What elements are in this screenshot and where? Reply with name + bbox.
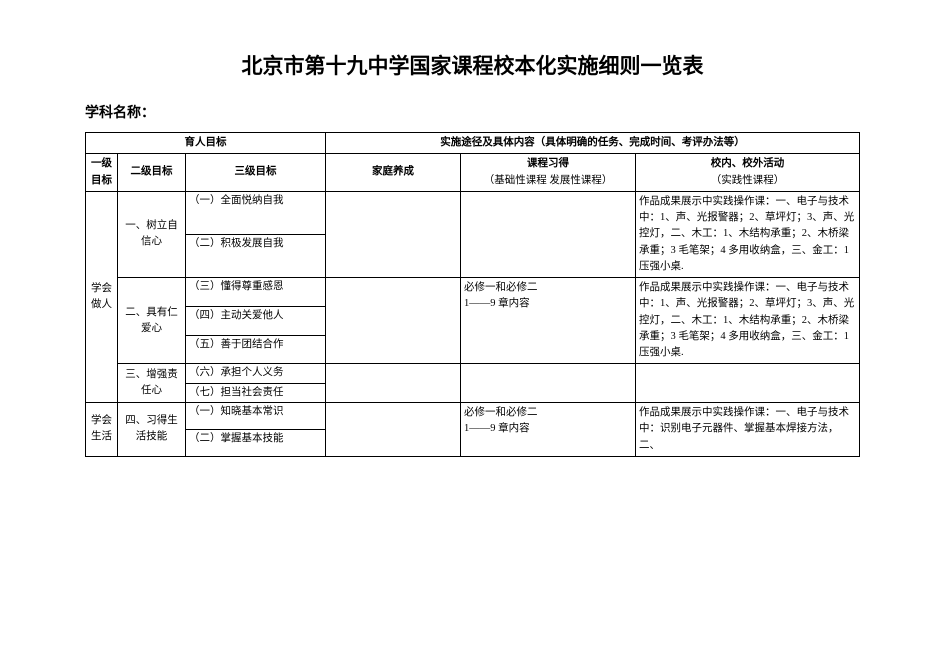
- header-family: 家庭养成: [326, 154, 461, 192]
- level3-cell: （二）掌握基本技能: [186, 429, 326, 456]
- activity-cell: 作品成果展示中实践操作课：一、电子与技术中：1、声、光报警器；2、草坪灯；3、声…: [636, 191, 860, 277]
- header-activity-sub: （实践性课程）: [711, 175, 785, 186]
- level2-cell-3: 三、增强责任心: [118, 364, 186, 403]
- course-cell: [461, 191, 636, 277]
- table-row: 二、具有仁爱心 （三）懂得尊重感恩 必修一和必修二 1——9 章内容 作品成果展…: [86, 278, 860, 307]
- document-page: 北京市第十九中学国家课程校本化实施细则一览表 学科名称： 育人目标 实施途径及具…: [0, 0, 945, 457]
- course-cell: 必修一和必修二 1——9 章内容: [461, 402, 636, 456]
- rules-table: 育人目标 实施途径及具体内容（具体明确的任务、完成时间、考评办法等） 一级目标 …: [85, 132, 860, 457]
- level3-cell: （一）知晓基本常识: [186, 402, 326, 429]
- header-level2: 二级目标: [118, 154, 186, 192]
- table-row: 学会做人 一、树立自信心 （一）全面悦纳自我 作品成果展示中实践操作课：一、电子…: [86, 191, 860, 234]
- subject-label: 学科名称：: [85, 102, 860, 122]
- level3-cell: （六）承担个人义务: [186, 364, 326, 383]
- family-cell: [326, 402, 461, 456]
- level3-cell: （五）善于团结合作: [186, 335, 326, 364]
- activity-cell: 作品成果展示中实践操作课：一、电子与技术中：识别电子元器件、掌握基本焊接方法，二…: [636, 402, 860, 456]
- header-row-2: 一级目标 二级目标 三级目标 家庭养成 课程习得 （基础性课程 发展性课程） 校…: [86, 154, 860, 192]
- level3-cell: （三）懂得尊重感恩: [186, 278, 326, 307]
- level3-cell: （四）主动关爱他人: [186, 306, 326, 335]
- header-course-sub: （基础性课程 发展性课程）: [484, 175, 613, 186]
- table-row: 三、增强责任心 （六）承担个人义务: [86, 364, 860, 383]
- header-level3: 三级目标: [186, 154, 326, 192]
- header-row-1: 育人目标 实施途径及具体内容（具体明确的任务、完成时间、考评办法等）: [86, 133, 860, 154]
- header-activity-main: 校内、校外活动: [711, 158, 785, 169]
- level1-cell-b: 学会生活: [86, 402, 118, 456]
- course-cell: [461, 364, 636, 403]
- header-implementation: 实施途径及具体内容（具体明确的任务、完成时间、考评办法等）: [326, 133, 860, 154]
- level1-cell-a: 学会做人: [86, 191, 118, 402]
- level2-cell-1: 一、树立自信心: [118, 191, 186, 277]
- page-title: 北京市第十九中学国家课程校本化实施细则一览表: [85, 50, 860, 80]
- level2-cell-4: 四、习得生活技能: [118, 402, 186, 456]
- family-cell: [326, 191, 461, 277]
- level3-cell: （七）担当社会责任: [186, 383, 326, 402]
- header-education-goals: 育人目标: [86, 133, 326, 154]
- header-course: 课程习得 （基础性课程 发展性课程）: [461, 154, 636, 192]
- table-row: 学会生活 四、习得生活技能 （一）知晓基本常识 必修一和必修二 1——9 章内容…: [86, 402, 860, 429]
- level2-cell-2: 二、具有仁爱心: [118, 278, 186, 364]
- activity-cell: [636, 364, 860, 403]
- family-cell: [326, 364, 461, 403]
- level3-cell: （二）积极发展自我: [186, 234, 326, 277]
- header-course-main: 课程习得: [527, 158, 569, 169]
- course-cell: 必修一和必修二 1——9 章内容: [461, 278, 636, 364]
- header-level1: 一级目标: [86, 154, 118, 192]
- level3-cell: （一）全面悦纳自我: [186, 191, 326, 234]
- family-cell: [326, 278, 461, 364]
- activity-cell: 作品成果展示中实践操作课：一、电子与技术中：1、声、光报警器；2、草坪灯；3、声…: [636, 278, 860, 364]
- header-activity: 校内、校外活动 （实践性课程）: [636, 154, 860, 192]
